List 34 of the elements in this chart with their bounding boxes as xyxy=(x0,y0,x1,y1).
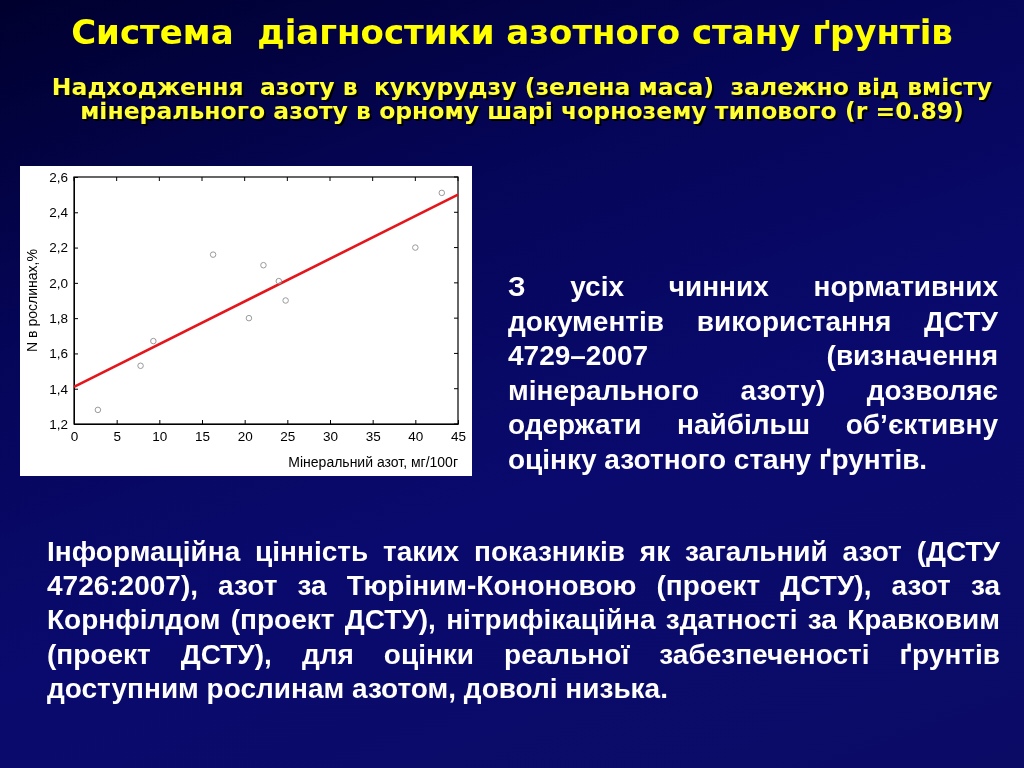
x-tick-label: 45 xyxy=(450,428,467,444)
y-tick-label: 1,8 xyxy=(49,310,68,326)
y-tick-label: 2,0 xyxy=(49,275,68,291)
point xyxy=(150,337,157,345)
x-tick-label: 20 xyxy=(237,428,253,444)
x-tick-label: 40 xyxy=(408,428,424,444)
x-tick-label: 35 xyxy=(365,428,381,444)
point xyxy=(209,251,217,258)
point xyxy=(137,362,144,370)
text: З усіх чинних нормативних документів використання ДСТУ 4729–2007 (визначення мінерального азоту) дозволяє одержати найбільш об’єктивну оцінку азотного стану ґрунтів. xyxy=(508,270,998,477)
y-axis-title: N в рослинах,% xyxy=(24,249,40,352)
point xyxy=(275,277,283,285)
x-axis-title: Мінеральний азот, мг/100г xyxy=(288,454,458,470)
x-tick-label: 30 xyxy=(322,428,339,444)
x-tick-label: 15 xyxy=(194,428,211,444)
y-tick-label: 2,6 xyxy=(49,169,68,185)
y-tick-label: 2,2 xyxy=(49,240,68,256)
point xyxy=(245,314,253,322)
x-tick-label: 5 xyxy=(113,428,121,444)
y-tick-label: 1,6 xyxy=(49,346,68,362)
y-tick-label: 1,4 xyxy=(49,381,69,397)
text: Інформаційна цінність таких показників як загальний азот (ДСТУ 4726:2007), азот за Тюріним-Кононовою (проект ДСТУ), азот за Корнфілдом (проект ДСТУ), нітрифікаційна здатності за Кравковим (проект ДСТУ), для оцінки реальної забезпеченості ґрунтів доступним рослинам азотом, доволі низька. xyxy=(47,535,1000,706)
x-tick-label: 10 xyxy=(152,428,168,444)
point xyxy=(438,189,446,197)
x-tick-label: 25 xyxy=(280,428,296,444)
y-tick-label: 1,2 xyxy=(49,416,68,432)
x-tick-label: 0 xyxy=(70,428,79,444)
text: Надходження азоту в кукурудзу (зелена маса) залежно від вмісту мінерального азоту в орному шарі чорнозему типового (r =0.89) xyxy=(50,73,994,125)
point xyxy=(282,297,289,304)
point xyxy=(260,261,267,269)
y-tick-label: 2,4 xyxy=(49,205,69,221)
point xyxy=(412,244,419,251)
point xyxy=(94,406,102,414)
chart-title: Система діагностики азотного стану ґрунтів xyxy=(70,11,954,53)
